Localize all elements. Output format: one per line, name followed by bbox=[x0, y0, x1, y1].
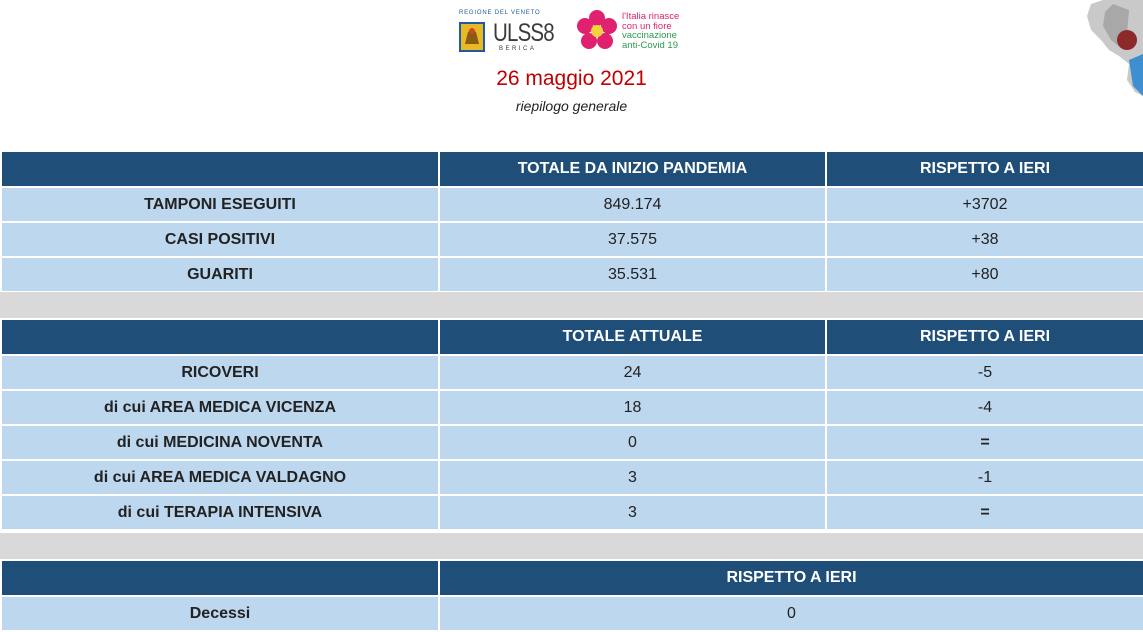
table-header-row: TOTALE ATTUALE RISPETTO A IERI bbox=[0, 318, 1143, 356]
berica-label: BERICA bbox=[499, 46, 537, 52]
table-row: di cui AREA MEDICA VALDAGNO 3 -1 bbox=[0, 459, 1143, 496]
row-delta: = bbox=[825, 424, 1143, 461]
table-row: TAMPONI ESEGUITI 849.174 +3702 bbox=[0, 186, 1143, 223]
section-divider bbox=[0, 292, 1143, 318]
row-delta: -4 bbox=[825, 389, 1143, 426]
row-label: TAMPONI ESEGUITI bbox=[0, 186, 440, 223]
row-delta: +80 bbox=[825, 256, 1143, 293]
primula-flower-icon bbox=[577, 10, 617, 49]
row-label: di cui AREA MEDICA VALDAGNO bbox=[0, 459, 440, 496]
hospitalizations-table: TOTALE ATTUALE RISPETTO A IERI RICOVERI … bbox=[0, 318, 1143, 531]
row-value: 0 bbox=[438, 595, 1143, 632]
header-empty-cell bbox=[0, 559, 440, 597]
row-delta: +38 bbox=[825, 221, 1143, 258]
row-delta: +3702 bbox=[825, 186, 1143, 223]
row-label: RICOVERI bbox=[0, 354, 440, 391]
pandemic-totals-table: TOTALE DA INIZIO PANDEMIA RISPETTO A IER… bbox=[0, 150, 1143, 293]
row-label: CASI POSITIVI bbox=[0, 221, 440, 258]
section-divider bbox=[0, 533, 1143, 559]
campaign-line-4: anti-Covid 19 bbox=[622, 39, 678, 51]
report-header: REGIONE DEL VENETO ULSS8 BERICA l'Italia… bbox=[0, 0, 1143, 150]
campaign-line-2: con un fiore bbox=[622, 20, 672, 32]
row-total: 3 bbox=[438, 459, 827, 496]
row-label: GUARITI bbox=[0, 256, 440, 293]
header-vs-yesterday: RISPETTO A IERI bbox=[438, 559, 1143, 597]
row-total: 18 bbox=[438, 389, 827, 426]
table-row: RICOVERI 24 -5 bbox=[0, 354, 1143, 391]
row-delta: = bbox=[825, 494, 1143, 531]
row-total: 0 bbox=[438, 424, 827, 461]
header-total-pandemic: TOTALE DA INIZIO PANDEMIA bbox=[438, 150, 827, 188]
row-total: 849.174 bbox=[438, 186, 827, 223]
row-total: 37.575 bbox=[438, 221, 827, 258]
table-row: CASI POSITIVI 37.575 +38 bbox=[0, 221, 1143, 258]
row-total: 3 bbox=[438, 494, 827, 531]
header-empty-cell bbox=[0, 150, 440, 188]
table-row: GUARITI 35.531 +80 bbox=[0, 256, 1143, 293]
campaign-line-3: vaccinazione bbox=[622, 30, 677, 41]
row-label: di cui MEDICINA NOVENTA bbox=[0, 424, 440, 461]
header-current-total: TOTALE ATTUALE bbox=[438, 318, 827, 356]
row-total: 24 bbox=[438, 354, 827, 391]
ulss8-logo: REGIONE DEL VENETO ULSS8 BERICA bbox=[457, 10, 557, 54]
row-label: di cui AREA MEDICA VICENZA bbox=[0, 389, 440, 426]
row-delta: -5 bbox=[825, 354, 1143, 391]
row-delta: -1 bbox=[825, 459, 1143, 496]
deaths-table: RISPETTO A IERI Decessi 0 bbox=[0, 559, 1143, 632]
report-date: 26 maggio 2021 bbox=[496, 67, 647, 90]
row-total: 35.531 bbox=[438, 256, 827, 293]
ulss-label: ULSS8 bbox=[493, 19, 555, 47]
header-empty-cell bbox=[0, 318, 440, 356]
header-vs-yesterday: RISPETTO A IERI bbox=[825, 318, 1143, 356]
veneto-lion-icon bbox=[459, 22, 485, 52]
row-label: di cui TERAPIA INTENSIVA bbox=[0, 494, 440, 531]
header-vs-yesterday: RISPETTO A IERI bbox=[825, 150, 1143, 188]
report-subtitle: riepilogo generale bbox=[515, 98, 628, 114]
table-row: Decessi 0 bbox=[0, 595, 1143, 632]
table-row: di cui MEDICINA NOVENTA 0 = bbox=[0, 424, 1143, 461]
map-decoration-icon bbox=[1087, 0, 1143, 96]
row-label: Decessi bbox=[0, 595, 440, 632]
campaign-text: l'Italia rinasce con un fiore vaccinazio… bbox=[622, 12, 679, 50]
region-label: REGIONE DEL VENETO bbox=[459, 10, 541, 16]
table-header-row: TOTALE DA INIZIO PANDEMIA RISPETTO A IER… bbox=[0, 150, 1143, 188]
table-row: di cui AREA MEDICA VICENZA 18 -4 bbox=[0, 389, 1143, 426]
table-header-row: RISPETTO A IERI bbox=[0, 559, 1143, 597]
campaign-line-1: l'Italia rinasce bbox=[622, 11, 680, 22]
table-row: di cui TERAPIA INTENSIVA 3 = bbox=[0, 494, 1143, 531]
